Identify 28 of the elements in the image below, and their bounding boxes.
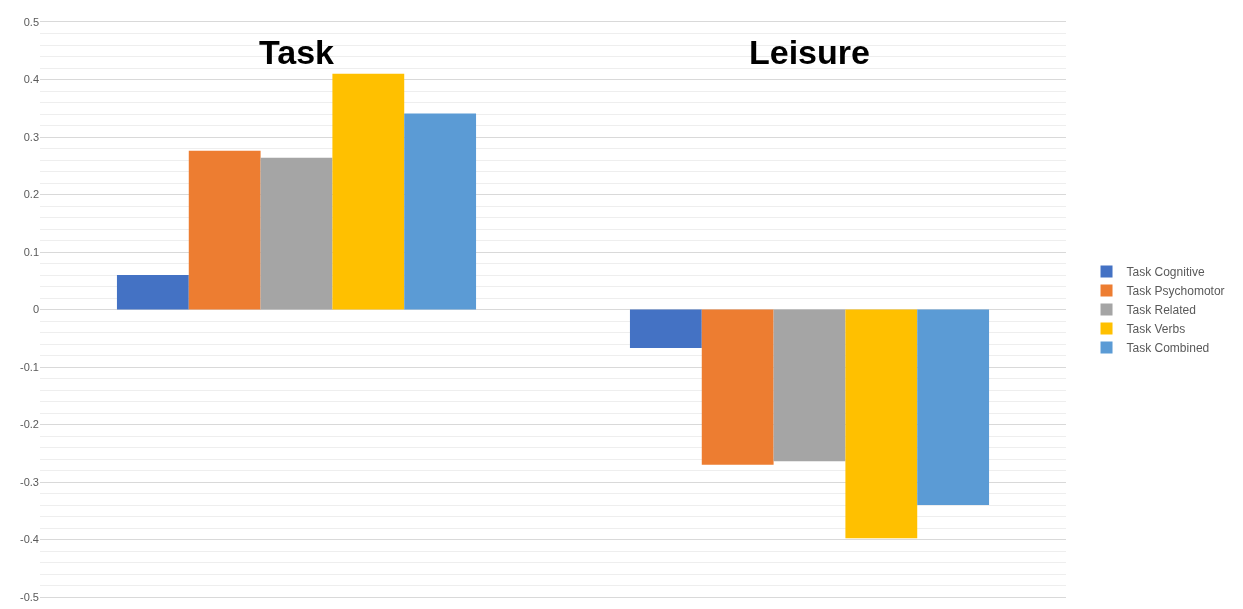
- legend-label: Task Cognitive: [1126, 265, 1205, 280]
- legend-label: Task Related: [1126, 303, 1196, 318]
- y-tick-label: 0.5: [23, 15, 39, 28]
- legend-label: Task Verbs: [1126, 322, 1186, 337]
- bar: [917, 309, 990, 505]
- bar: [629, 309, 702, 349]
- legend-label: Task Psychomotor: [1126, 284, 1225, 299]
- bar: [332, 73, 405, 310]
- y-tick-label: -0.4: [20, 533, 39, 546]
- x-tick-label: Leisure: [749, 33, 870, 71]
- bar: [260, 157, 333, 310]
- y-tick-label: -0.5: [20, 590, 39, 603]
- y-tick-label: 0.4: [23, 73, 39, 86]
- y-tick-label: 0.1: [23, 245, 39, 258]
- y-tick-label: -0.1: [20, 360, 39, 373]
- legend-label: Task Combined: [1126, 341, 1210, 356]
- bar: [845, 309, 918, 539]
- y-tick-label: 0.3: [23, 130, 39, 143]
- bar: [188, 150, 261, 310]
- bar: [701, 309, 774, 465]
- y-tick-label: -0.3: [20, 475, 39, 488]
- bar: [404, 113, 477, 310]
- y-tick-label: 0.2: [23, 188, 39, 201]
- y-tick-label: -0.2: [20, 418, 39, 431]
- x-tick-label: Task: [259, 33, 335, 71]
- y-tick-label: 0: [32, 303, 39, 316]
- bar: [116, 275, 189, 310]
- bar: [773, 309, 846, 462]
